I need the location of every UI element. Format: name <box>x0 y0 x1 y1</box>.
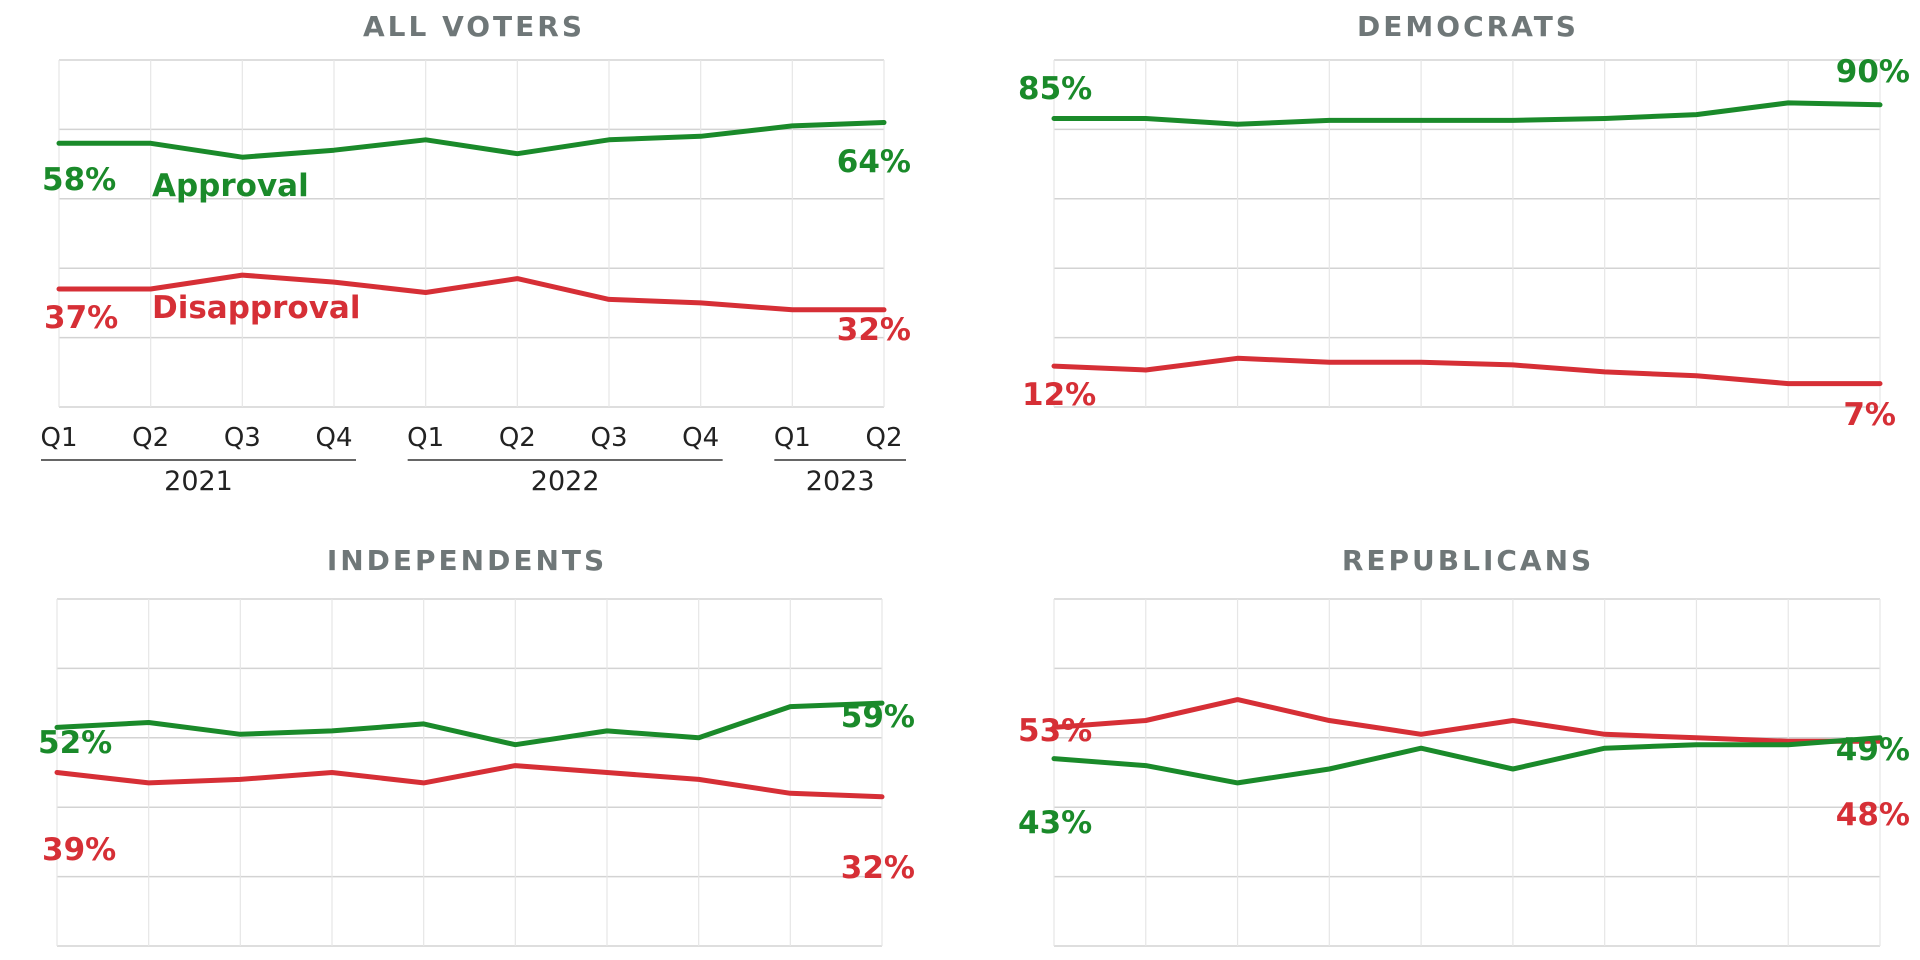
democrats-disapproval-start-label: 12% <box>1022 377 1096 413</box>
chart-all-voters <box>56 59 887 408</box>
independents-approval-line <box>54 700 885 748</box>
x-tick-label: Q4 <box>315 423 352 453</box>
x-tick-label: Q2 <box>865 423 902 453</box>
democrats-approval-end-label: 90% <box>1836 54 1910 90</box>
chart-democrats <box>1051 59 1883 408</box>
all-voters-approval-start-label: 58% <box>42 162 116 198</box>
year-label: 2023 <box>806 466 875 497</box>
series-name-disapproval: Disapproval <box>152 290 360 326</box>
all-voters-disapproval-line <box>56 272 887 313</box>
independents-disapproval-line <box>54 763 885 800</box>
all-voters-disapproval-end-label: 32% <box>837 312 911 348</box>
x-tick-label: Q1 <box>774 423 811 453</box>
democrats-disapproval-line <box>1051 355 1883 387</box>
all-voters-approval-end-label: 64% <box>837 144 911 180</box>
independents-approval-end-label: 59% <box>841 699 915 735</box>
independents-approval-start-label: 52% <box>38 725 112 761</box>
independents-disapproval-start-label: 39% <box>42 832 116 868</box>
panel-title-democrats: DEMOCRATS <box>1357 10 1579 43</box>
x-tick-label: Q2 <box>132 423 169 453</box>
republicans-approval-line <box>1051 735 1883 786</box>
republicans-approval-end-label: 49% <box>1836 732 1910 768</box>
republicans-approval-start-label: 43% <box>1018 805 1092 841</box>
chart-independents <box>54 598 885 947</box>
year-label: 2021 <box>164 466 233 497</box>
series-name-approval: Approval <box>152 168 309 204</box>
x-tick-label: Q3 <box>590 423 627 453</box>
x-tick-label: Q2 <box>499 423 536 453</box>
republicans-disapproval-end-label: 48% <box>1836 797 1910 833</box>
x-tick-label: Q4 <box>682 423 719 453</box>
panel-title-independents: INDEPENDENTS <box>327 544 607 577</box>
x-axis: Q1 Q2 Q3 Q4 Q1 Q2 Q3 Q4 Q1 Q2 2021 2022 2023 <box>40 423 906 497</box>
x-tick-label: Q3 <box>224 423 261 453</box>
democrats-approval-start-label: 85% <box>1018 71 1092 107</box>
year-label: 2022 <box>531 466 600 497</box>
republicans-disapproval-line <box>1051 697 1883 744</box>
panel-title-all-voters: ALL VOTERS <box>363 10 585 43</box>
panel-title-republicans: REPUBLICANS <box>1342 544 1594 577</box>
chart-republicans <box>1051 598 1883 947</box>
republicans-disapproval-start-label: 53% <box>1018 713 1092 749</box>
all-voters-disapproval-start-label: 37% <box>44 300 118 336</box>
democrats-disapproval-end-label: 7% <box>1843 397 1896 433</box>
independents-disapproval-end-label: 32% <box>841 850 915 886</box>
x-tick-label: Q1 <box>407 423 444 453</box>
x-tick-label: Q1 <box>40 423 77 453</box>
democrats-approval-line <box>1051 100 1883 127</box>
all-voters-approval-line <box>56 120 887 160</box>
